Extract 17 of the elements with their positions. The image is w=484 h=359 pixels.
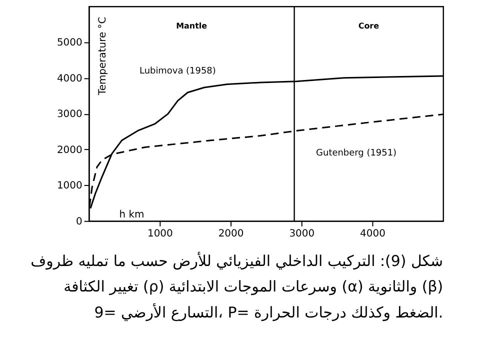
text: Gutenberg (1951): [316, 148, 397, 159]
text: شكل (9): التركيب الداخلي الفيزيائي للأرض حسب ما تمليه ظروف تغيير الكثافة (ρ) وسرعات الموجات الابتدائية (α) والثانوية (β) 9= التسارع الأرضي، P= الضغط وكذلك درجات الحرارة.: [30, 250, 444, 322]
y-tick-label: 3000: [56, 109, 82, 120]
x-tick-label: 1000: [147, 228, 173, 240]
y-tick-label: 5000: [56, 38, 82, 49]
x-tick-label: 2000: [218, 228, 244, 240]
x-tick-label: 3000: [289, 228, 315, 240]
y-tick-label: 4000: [56, 73, 82, 84]
y-tick-label: 1000: [56, 180, 82, 192]
y-tick-label: 2000: [56, 144, 82, 156]
series-label: Lubimova (1958): [139, 66, 216, 77]
y-axis-title: Temperature °C: [97, 16, 108, 96]
x-tick-label: 4000: [360, 228, 386, 240]
y-tick-label: 0: [76, 216, 82, 228]
annotation: Mantle: [176, 21, 208, 30]
annotation: Core: [358, 21, 380, 30]
x-axis-title: h km: [119, 209, 144, 220]
